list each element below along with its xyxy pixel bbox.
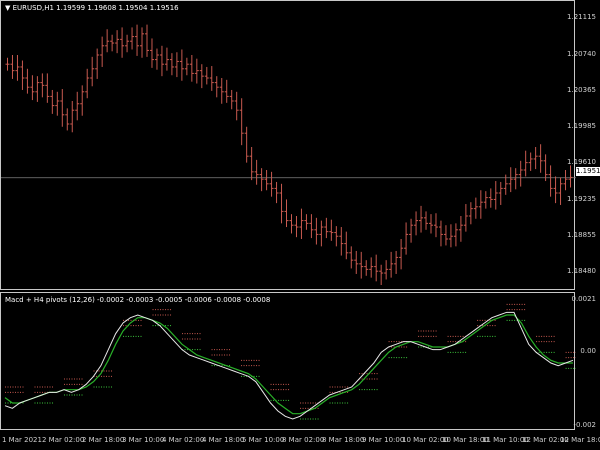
pivot-step-line	[5, 319, 576, 420]
indicator-header: Macd + H4 pivots (12,26) -0.0002 -0.0003…	[5, 296, 271, 304]
chart-header: ▼ EURUSD,H1 1.19599 1.19608 1.19504 1.19…	[5, 4, 179, 13]
time-axis-label: 10 Mar 18:00	[442, 436, 489, 444]
time-axis-label: 9 Mar 10:00	[362, 436, 405, 444]
macd-signal-line	[4, 314, 573, 415]
time-axis-label: 4 Mar 02:00	[162, 436, 205, 444]
price-chart-panel[interactable]: ▼ EURUSD,H1 1.19599 1.19608 1.19504 1.19…	[0, 0, 576, 291]
macd-lines-canvas[interactable]	[1, 293, 576, 431]
time-axis-label: 5 Mar 10:00	[242, 436, 285, 444]
time-axis-label: 2 Mar 02:00	[42, 436, 85, 444]
time-axis-label: 11 Mar 10:00	[482, 436, 529, 444]
symbol-timeframe: EURUSD,H1	[12, 4, 54, 12]
price-bars-canvas[interactable]	[1, 1, 576, 291]
time-axis-label: 10 Mar 02:00	[402, 436, 449, 444]
current-price-tag: 1.19516	[576, 167, 600, 176]
indicator-axis-label: -0.002	[573, 421, 596, 429]
time-axis-label: 8 Mar 18:00	[322, 436, 365, 444]
ohlc-values: 1.19599 1.19608 1.19504 1.19516	[56, 4, 179, 12]
time-axis-label: 3 Mar 10:00	[122, 436, 165, 444]
price-axis-label: 1.19610	[567, 158, 596, 166]
time-axis-label: 12 Mar 02:00	[522, 436, 569, 444]
indicator-axis-label: 0.00	[580, 347, 596, 355]
macd-main-line	[4, 311, 574, 420]
indicator-axis-label: 0.0021	[571, 295, 597, 303]
price-axis-label: 1.18855	[567, 231, 596, 239]
time-axis-label: 1 Mar 2021	[2, 436, 42, 444]
time-axis-label: 8 Mar 02:00	[282, 436, 325, 444]
pivot-step-line	[5, 309, 576, 409]
pivot-step-line	[5, 303, 576, 404]
price-axis-label: 1.20365	[567, 86, 596, 94]
time-axis-label: 12 Mar 18:00	[560, 436, 600, 444]
price-axis-label: 1.18480	[567, 267, 596, 275]
price-axis-label: 1.21115	[567, 13, 596, 21]
time-axis-label: 2 Mar 18:00	[82, 436, 125, 444]
collapse-arrow-icon[interactable]: ▼	[5, 4, 11, 12]
price-axis-label: 1.19235	[567, 195, 596, 203]
time-axis-label: 4 Mar 18:00	[202, 436, 245, 444]
price-axis-label: 1.20740	[567, 50, 596, 58]
macd-indicator-panel[interactable]: Macd + H4 pivots (12,26) -0.0002 -0.0003…	[0, 292, 576, 431]
price-axis-label: 1.19985	[567, 122, 596, 130]
